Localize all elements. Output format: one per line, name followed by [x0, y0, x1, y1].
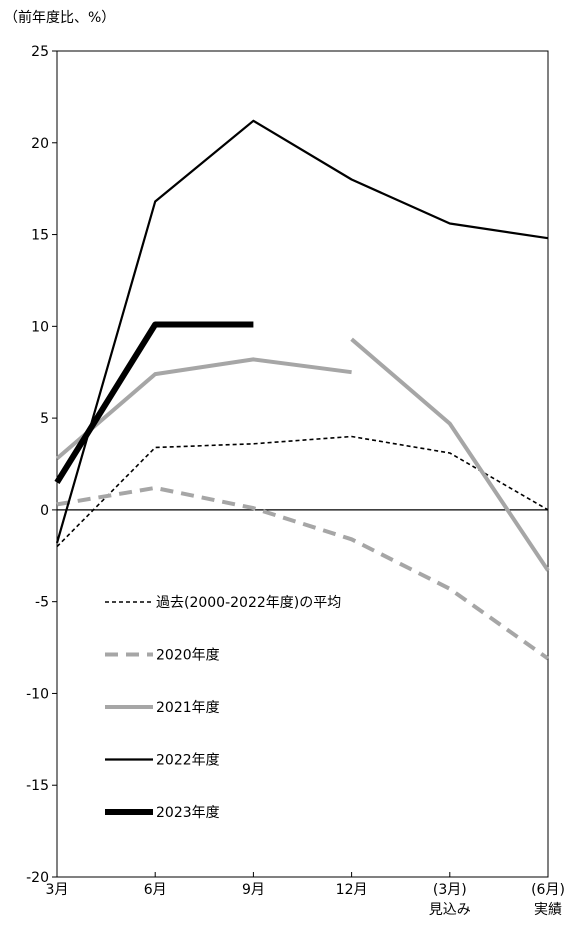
legend-label: 2023年度 — [156, 805, 220, 821]
y-tick-label: 15 — [31, 228, 49, 244]
y-tick-label: -20 — [26, 870, 49, 886]
x-tick-label: (3月) — [433, 882, 467, 898]
series-line-2020 — [56, 485, 550, 661]
series-line-2023 — [54, 321, 254, 484]
unit-label: （前年度比、%） — [4, 9, 115, 26]
legend-label: 過去(2000-2022年度)の平均 — [156, 595, 341, 611]
x-tick-label: 6月 — [144, 882, 167, 898]
x-tick-label: 12月 — [336, 882, 368, 898]
x-tick-label: 3月 — [46, 882, 69, 898]
x-tick-label: 9月 — [242, 882, 265, 898]
series-line-2022 — [55, 119, 549, 544]
y-tick-label: -5 — [35, 595, 49, 611]
legend: 過去(2000-2022年度)の平均 2020年度 2021年度 2022年度 2023… — [105, 595, 341, 821]
series-line-2021-2 — [350, 337, 550, 572]
x-tick-sublabel: 見込み — [429, 902, 471, 918]
y-tick-label: -10 — [26, 686, 49, 702]
x-tick-label: (6月) — [531, 882, 565, 898]
y-tick-label: 0 — [40, 503, 49, 519]
legend-label: 2022年度 — [156, 753, 220, 769]
x-axis: 3月 6月 9月 12月 (3月) 見込み (6月) 実績 — [46, 872, 565, 918]
legend-label: 2020年度 — [156, 648, 220, 664]
series-line-2021 — [55, 357, 352, 461]
y-tick-label: 25 — [31, 44, 49, 60]
y-axis: 25 20 15 10 5 0 -5 -10 -15 -20 — [26, 44, 57, 886]
y-tick-label: 20 — [31, 136, 49, 152]
y-tick-label: 10 — [31, 319, 49, 335]
legend-label: 2021年度 — [156, 700, 220, 716]
y-tick-label: -15 — [26, 778, 49, 794]
series-layer — [54, 119, 550, 661]
series-line-2000-2022 — [56, 435, 549, 548]
y-tick-label: 5 — [40, 411, 49, 427]
x-tick-sublabel: 実績 — [534, 902, 562, 918]
plot-area — [56, 50, 549, 878]
